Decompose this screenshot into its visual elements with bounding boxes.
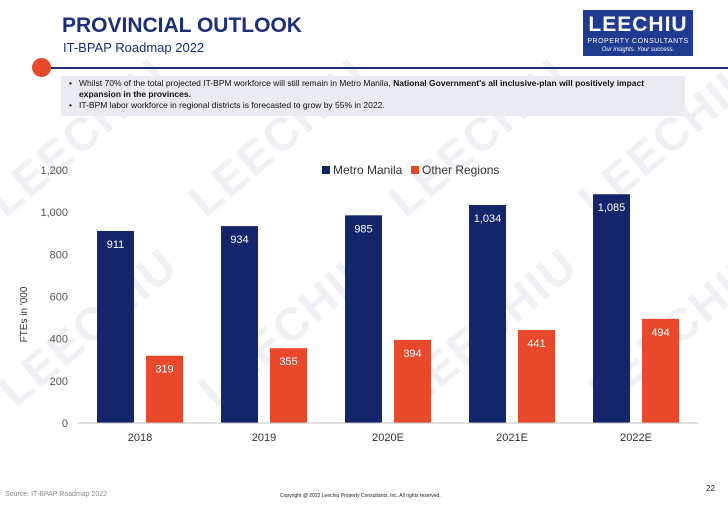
copyright-notice: Copyright @ 2022 Leechiu Property Consul…	[280, 493, 441, 499]
note-text: Whilst 70% of the total projected IT-BPM…	[79, 78, 394, 88]
y-tick-label: 600	[50, 292, 68, 304]
y-tick-label: 400	[50, 334, 68, 346]
data-label: 934	[230, 234, 248, 246]
logo-tagline: Our insights. Your success.	[601, 47, 675, 53]
legend-swatch	[411, 166, 419, 174]
logo-subtitle: PROPERTY CONSULTANTS	[587, 38, 689, 45]
logo-name: LEECHIU	[588, 13, 688, 36]
note-item: Whilst 70% of the total projected IT-BPM…	[69, 78, 677, 100]
y-tick-label: 0	[62, 418, 68, 430]
bar-metro-manila	[97, 230, 134, 423]
page-subtitle: IT-BPAP Roadmap 2022	[63, 40, 205, 55]
y-tick-label: 1,000	[40, 207, 68, 219]
y-tick-label: 800	[50, 249, 68, 261]
bar-other-regions	[518, 330, 555, 423]
source-note: Source: IT-BPAP Roadmap 2022	[5, 491, 108, 498]
bar-metro-manila	[345, 215, 382, 423]
note-bold-text: National Government's all inclusive-plan…	[79, 78, 645, 99]
data-label: 355	[279, 356, 297, 368]
bar-other-regions	[642, 318, 679, 423]
page-number: 22	[706, 484, 715, 493]
data-label: 494	[651, 327, 669, 339]
x-tick-label: 2020E	[372, 432, 404, 444]
note-text: IT-BPM labor workforce in regional distr…	[79, 100, 385, 110]
legend-label: Other Regions	[422, 163, 499, 177]
data-label: 1,034	[474, 213, 502, 225]
header-rule	[36, 67, 728, 69]
legend-swatch	[322, 166, 330, 174]
data-label: 985	[354, 223, 372, 235]
bar-chart: 0 200 400 600 800 1,000 1,200 FTEs in '000 911 31…	[19, 163, 698, 444]
x-tick-label: 2019	[252, 432, 276, 444]
data-label: 394	[403, 348, 421, 360]
note-item: IT-BPM labor workforce in regional distr…	[69, 100, 677, 111]
y-tick-label: 1,200	[40, 165, 68, 177]
x-tick-label: 2021E	[496, 432, 528, 444]
bar-metro-manila	[221, 226, 258, 423]
accent-dot	[32, 58, 51, 77]
notes-box: Whilst 70% of the total projected IT-BPM…	[61, 76, 685, 116]
x-tick-label: 2018	[128, 432, 152, 444]
x-tick-label: 2022E	[620, 432, 652, 444]
bar-other-regions	[146, 355, 183, 423]
data-label: 911	[107, 239, 125, 251]
bar-metro-manila	[593, 194, 630, 423]
bar-other-regions	[270, 348, 307, 423]
y-axis-label: FTEs in '000	[19, 286, 30, 342]
data-label: 319	[155, 364, 173, 376]
y-tick-label: 200	[50, 376, 68, 388]
page-title: PROVINCIAL OUTLOOK	[62, 14, 302, 37]
legend-label: Metro Manila	[333, 163, 403, 177]
company-logo: LEECHIU PROPERTY CONSULTANTS Our insight…	[583, 10, 693, 56]
data-label: 1,085	[598, 202, 626, 214]
data-label: 441	[527, 338, 545, 350]
bar-other-regions	[394, 339, 431, 423]
bar-metro-manila	[469, 204, 506, 423]
